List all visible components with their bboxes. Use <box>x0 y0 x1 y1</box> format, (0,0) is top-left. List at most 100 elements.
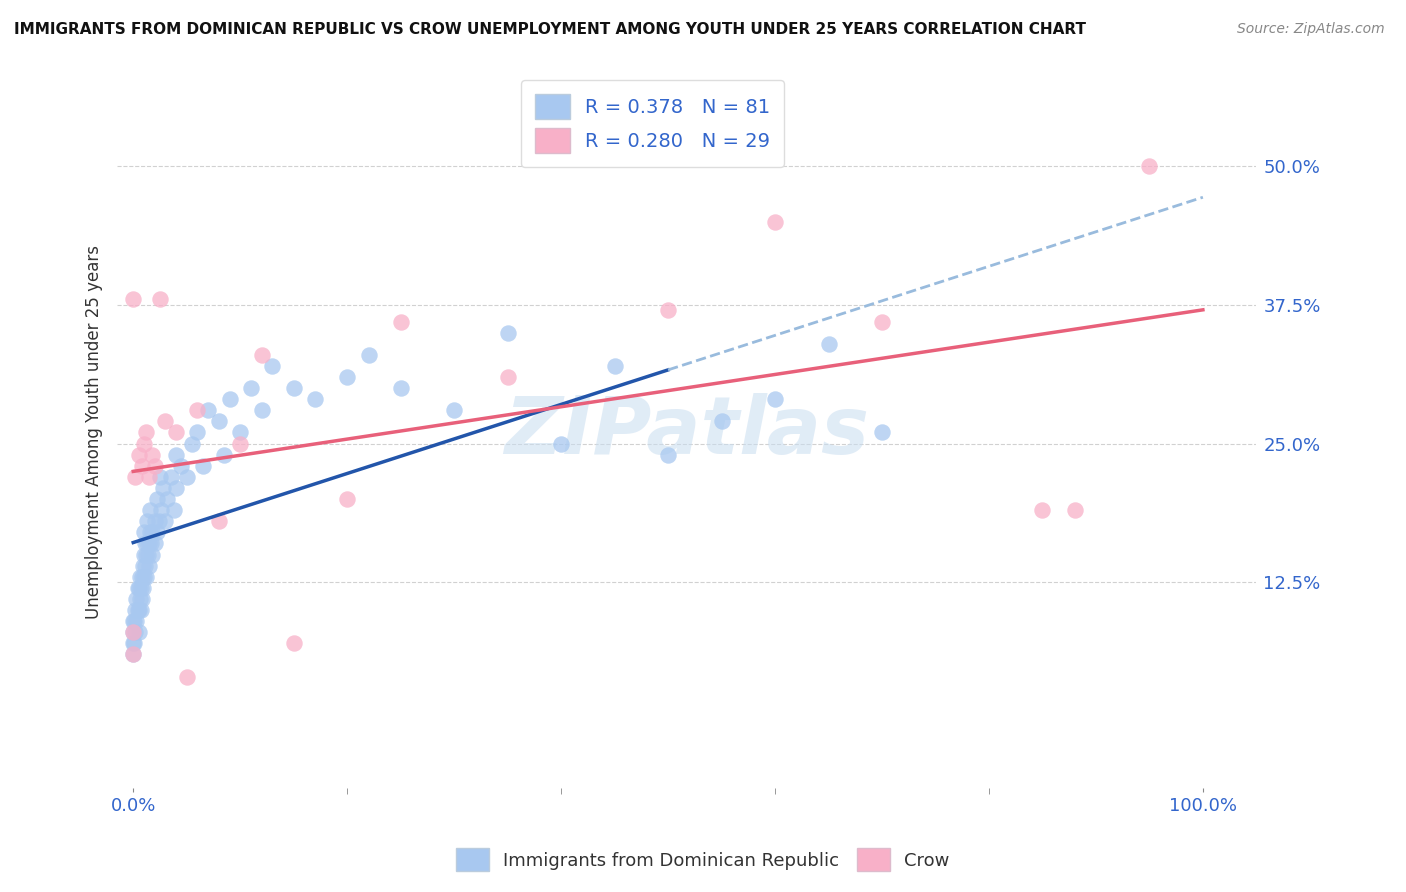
Point <box>139 525 162 540</box>
Point <box>128 591 150 606</box>
Point <box>149 470 172 484</box>
Point <box>131 570 153 584</box>
Point <box>165 425 187 440</box>
Text: Source: ZipAtlas.com: Source: ZipAtlas.com <box>1237 22 1385 37</box>
Point <box>134 536 156 550</box>
Point <box>131 458 153 473</box>
Point <box>212 448 235 462</box>
Point <box>125 614 148 628</box>
Point <box>128 570 150 584</box>
Point <box>870 314 893 328</box>
Point <box>870 425 893 440</box>
Point <box>229 425 252 440</box>
Point <box>122 648 145 662</box>
Point <box>135 425 157 440</box>
Point <box>165 481 187 495</box>
Point <box>1139 159 1161 173</box>
Point <box>122 293 145 307</box>
Point <box>186 425 208 440</box>
Point <box>141 548 163 562</box>
Point <box>170 458 193 473</box>
Point <box>132 558 155 573</box>
Point <box>262 359 284 373</box>
Point <box>283 636 305 650</box>
Point <box>125 591 148 606</box>
Point <box>141 525 163 540</box>
Text: IMMIGRANTS FROM DOMINICAN REPUBLIC VS CROW UNEMPLOYMENT AMONG YOUTH UNDER 25 YEA: IMMIGRANTS FROM DOMINICAN REPUBLIC VS CR… <box>14 22 1085 37</box>
Point <box>657 448 679 462</box>
Point <box>124 625 146 640</box>
Point <box>155 414 177 428</box>
Point <box>145 525 167 540</box>
Point <box>129 581 152 595</box>
Legend: Immigrants from Dominican Republic, Crow: Immigrants from Dominican Republic, Crow <box>449 841 957 879</box>
Point <box>143 536 166 550</box>
Point <box>148 514 170 528</box>
Point <box>122 614 145 628</box>
Point <box>176 669 198 683</box>
Point <box>389 381 412 395</box>
Point <box>152 481 174 495</box>
Point <box>143 458 166 473</box>
Point <box>817 336 839 351</box>
Point <box>138 536 160 550</box>
Y-axis label: Unemployment Among Youth under 25 years: Unemployment Among Youth under 25 years <box>86 245 103 619</box>
Point <box>141 448 163 462</box>
Point <box>229 436 252 450</box>
Point <box>136 536 159 550</box>
Point <box>132 581 155 595</box>
Point <box>141 536 163 550</box>
Point <box>496 370 519 384</box>
Point <box>128 625 150 640</box>
Point <box>127 603 149 617</box>
Point <box>128 603 150 617</box>
Point <box>165 448 187 462</box>
Point <box>191 458 214 473</box>
Point <box>136 548 159 562</box>
Text: ZIPatlas: ZIPatlas <box>505 393 869 472</box>
Point <box>150 503 173 517</box>
Point <box>163 503 186 517</box>
Point <box>136 514 159 528</box>
Point <box>550 436 572 450</box>
Point <box>135 548 157 562</box>
Point <box>304 392 326 407</box>
Point <box>336 370 359 384</box>
Point <box>124 636 146 650</box>
Point <box>145 491 167 506</box>
Point <box>1063 503 1085 517</box>
Point <box>122 636 145 650</box>
Point <box>496 326 519 340</box>
Point <box>710 414 733 428</box>
Point <box>357 348 380 362</box>
Point <box>657 303 679 318</box>
Point <box>336 491 359 506</box>
Point <box>122 625 145 640</box>
Point <box>124 603 146 617</box>
Point <box>129 603 152 617</box>
Point <box>132 525 155 540</box>
Point <box>197 403 219 417</box>
Point <box>603 359 626 373</box>
Point <box>156 491 179 506</box>
Point <box>134 558 156 573</box>
Point <box>138 470 160 484</box>
Point <box>389 314 412 328</box>
Point <box>159 470 181 484</box>
Point <box>149 293 172 307</box>
Point <box>181 436 204 450</box>
Point <box>250 348 273 362</box>
Point <box>208 514 231 528</box>
Point <box>132 570 155 584</box>
Point <box>135 570 157 584</box>
Point <box>127 581 149 595</box>
Point <box>124 614 146 628</box>
Point <box>443 403 465 417</box>
Point <box>283 381 305 395</box>
Point <box>139 503 162 517</box>
Point <box>128 581 150 595</box>
Point <box>1031 503 1053 517</box>
Point <box>218 392 240 407</box>
Point <box>155 514 177 528</box>
Point <box>763 392 786 407</box>
